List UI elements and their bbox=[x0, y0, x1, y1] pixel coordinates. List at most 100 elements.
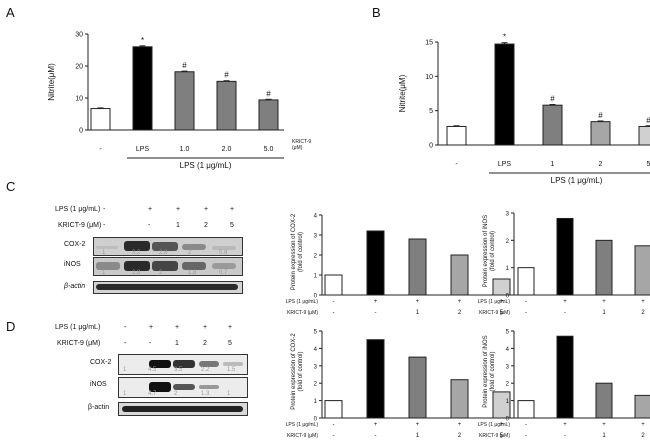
lps-sign-2: + bbox=[416, 299, 420, 305]
lps-sign-3: + bbox=[458, 422, 462, 428]
y-tick-label: 15 bbox=[425, 40, 433, 47]
annotation-4: # bbox=[646, 116, 650, 125]
annotation-1: * bbox=[503, 33, 506, 42]
bar-1 bbox=[494, 43, 515, 146]
y-axis-label: Protein expression of iNOS(fold of contr… bbox=[483, 335, 496, 407]
blot-c-lps-sign-2: + bbox=[176, 206, 181, 213]
row-label-krict: KRICT-9 (μM) bbox=[287, 433, 318, 439]
lps-sign-1: + bbox=[374, 422, 378, 428]
y-tick-label: 0 bbox=[314, 417, 318, 423]
chart-d-inos: 0 1 2 3 4 5 Protein expression of iNOS(fold of… bbox=[478, 330, 650, 439]
blot-c-inos-quant-4: 0.7 bbox=[219, 270, 228, 276]
lps-sign-0: - bbox=[333, 299, 335, 305]
panel-letter-b: B bbox=[372, 5, 381, 20]
y-tick-label: 3 bbox=[506, 212, 510, 218]
blot-d-cox2-quant-0: 1 bbox=[123, 367, 127, 373]
side-label: KRICT-9 (μM) bbox=[292, 139, 311, 151]
blot-c-cox2-quant-4: 0.8 bbox=[219, 250, 228, 256]
blot-c-inos-quant-2: 2 bbox=[159, 270, 163, 276]
blot-c-cox2-quant-2: 2.8 bbox=[159, 250, 168, 256]
krict-sign-1: - bbox=[375, 310, 377, 316]
blot-d-cox2-quant-1: 4.5 bbox=[148, 367, 157, 373]
row-label-krict: KRICT-9 (μM) bbox=[479, 310, 510, 316]
blot-c-lps-label: LPS (1 μg/mL) bbox=[55, 206, 101, 213]
blot-c-krict-sign-0: - bbox=[103, 222, 106, 229]
row-label-lps: LPS (1 μg/mL) bbox=[286, 299, 319, 305]
bar-1 bbox=[132, 46, 153, 131]
blot-d-inos-quant-1: 4.7 bbox=[148, 391, 157, 397]
blot-c-cox2-quant-3: 2 bbox=[188, 250, 192, 256]
chart-c-inos: 0 1 2 3 Protein expression of iNOS(fold of c… bbox=[478, 212, 650, 316]
x-tick-label-4: 5.0 bbox=[264, 146, 274, 153]
krict-sign-0: - bbox=[525, 433, 527, 439]
x-tick-label-0: - bbox=[99, 146, 102, 153]
row-label-krict: KRICT-9 (μM) bbox=[479, 433, 510, 439]
lps-sign-0: - bbox=[525, 422, 527, 428]
blot-c-krict-sign-4: 5 bbox=[230, 222, 234, 229]
x-tick-label-0: - bbox=[455, 161, 458, 168]
y-tick-label: 5 bbox=[314, 330, 318, 336]
krict-sign-3: 2 bbox=[641, 433, 645, 439]
bar-0 bbox=[517, 267, 535, 296]
bar-4 bbox=[638, 125, 650, 146]
y-tick-label: 4 bbox=[506, 347, 510, 353]
y-tick-label: 0 bbox=[79, 128, 83, 135]
y-axis-label: Protein expression of COX-2(fold of cont… bbox=[291, 213, 304, 290]
lps-sign-0: - bbox=[333, 422, 335, 428]
bar-0 bbox=[90, 108, 111, 131]
y-axis-label: Nitrite(μM) bbox=[398, 74, 407, 112]
x-tick-label-3: 2 bbox=[599, 161, 603, 168]
krict-sign-2: 1 bbox=[416, 310, 420, 316]
y-tick-label: 4 bbox=[314, 347, 318, 353]
blot-d-krict-sign-4: 5 bbox=[228, 340, 232, 347]
blot-c-cox2-quant-0: 1 bbox=[102, 250, 106, 256]
krict-sign-3: 2 bbox=[458, 310, 462, 316]
krict-sign-2: 1 bbox=[602, 433, 606, 439]
blot-c-cox2-quant-1: 3.2 bbox=[132, 250, 141, 256]
y-tick-label: 1 bbox=[506, 399, 510, 405]
y-axis-label: Nitrite(μM) bbox=[47, 63, 56, 101]
bar-2 bbox=[542, 104, 563, 146]
blot-c-inos-quant-0: 1 bbox=[102, 270, 106, 276]
bar-0 bbox=[446, 125, 467, 146]
row-label-lps: LPS (1 μg/mL) bbox=[478, 299, 511, 305]
y-tick-label: 5 bbox=[506, 330, 510, 336]
krict-sign-2: 1 bbox=[602, 310, 606, 316]
bar-2 bbox=[408, 356, 427, 419]
y-tick-label: 2 bbox=[506, 382, 510, 388]
bar-2 bbox=[595, 382, 613, 419]
bar-1 bbox=[366, 230, 385, 296]
y-tick-label: 4 bbox=[314, 214, 318, 220]
annotation-2: # bbox=[550, 94, 555, 103]
blot-c-inos-quant-1: 2.8 bbox=[132, 270, 141, 276]
chart-c-cox2: 0 1 2 3 4 Protein expression of COX-2(fold of… bbox=[286, 213, 516, 316]
chart-a: 0 10 20 30 Nitrite(μM) - * LPS #1.0 #2.0 #5.0 LPS (… bbox=[47, 32, 311, 171]
blot-c-actin-label: β-actin bbox=[64, 283, 86, 290]
lps-sign-1: + bbox=[563, 299, 567, 305]
lps-sign-0: - bbox=[525, 299, 527, 305]
krict-sign-1: - bbox=[564, 433, 566, 439]
annotation-2: # bbox=[182, 61, 187, 70]
y-axis-label: Protein expression of COX-2(fold of cont… bbox=[291, 333, 304, 410]
krict-sign-1: - bbox=[564, 310, 566, 316]
lps-sign-2: + bbox=[602, 299, 606, 305]
annotation-3: # bbox=[224, 71, 229, 80]
y-tick-label: 5 bbox=[429, 108, 433, 115]
blot-d-inos-quant-0: 1 bbox=[123, 391, 127, 397]
krict-sign-0: - bbox=[333, 433, 335, 439]
blot-d-lps-sign-0: - bbox=[124, 324, 127, 331]
y-tick-label: 2 bbox=[314, 254, 318, 260]
krict-sign-0: - bbox=[333, 310, 335, 316]
lps-sign-1: + bbox=[374, 299, 378, 305]
y-tick-label: 0 bbox=[506, 417, 510, 423]
bar-1 bbox=[556, 335, 574, 419]
x-tick-label-3: 2.0 bbox=[222, 146, 232, 153]
bar-1 bbox=[366, 339, 385, 419]
blot-d-lps-label: LPS (1 μg/mL) bbox=[55, 324, 101, 331]
krict-sign-0: - bbox=[525, 310, 527, 316]
krict-sign-1: - bbox=[375, 433, 377, 439]
x-tick-label-2: 1 bbox=[551, 161, 555, 168]
blot-d-krict-label: KRICT-9 (μM) bbox=[57, 340, 101, 347]
y-tick-label: 3 bbox=[506, 364, 510, 370]
